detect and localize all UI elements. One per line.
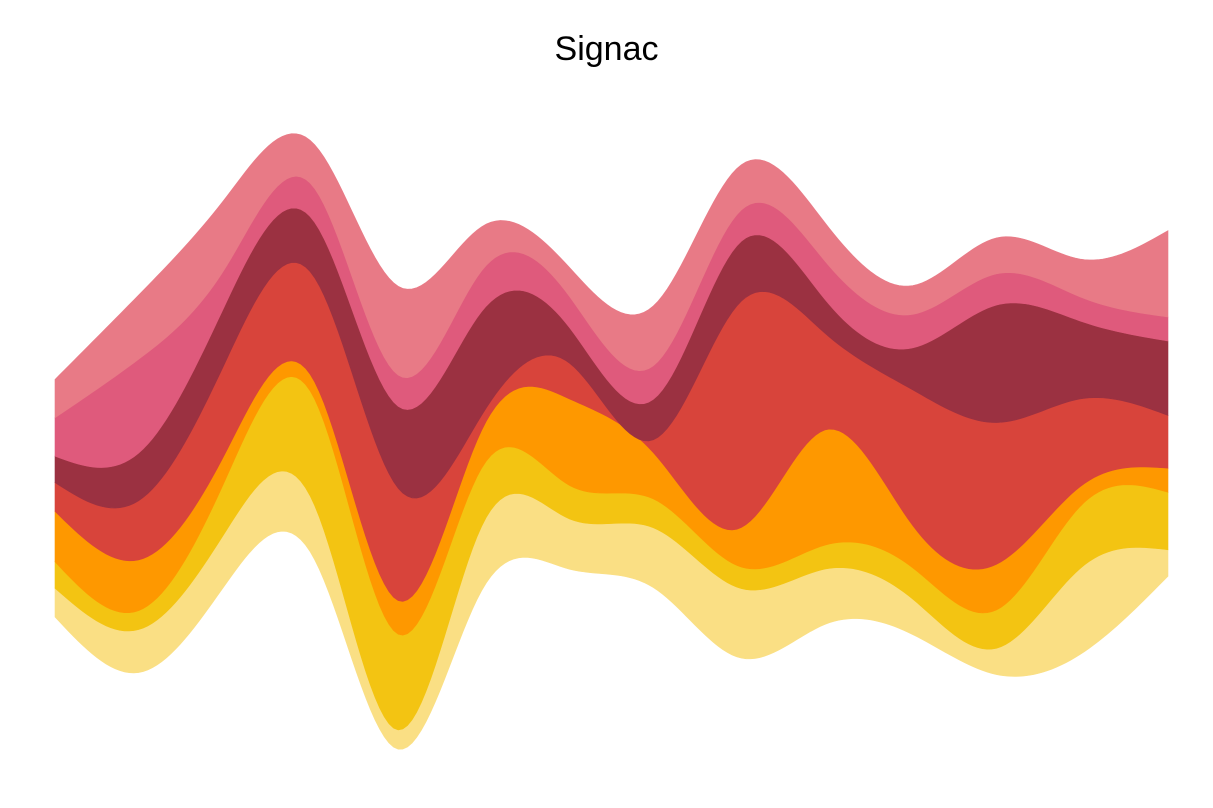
chart-title: Signac [554,30,659,68]
stream-layer-7 [54,133,1169,419]
stream-layers [54,133,1169,750]
